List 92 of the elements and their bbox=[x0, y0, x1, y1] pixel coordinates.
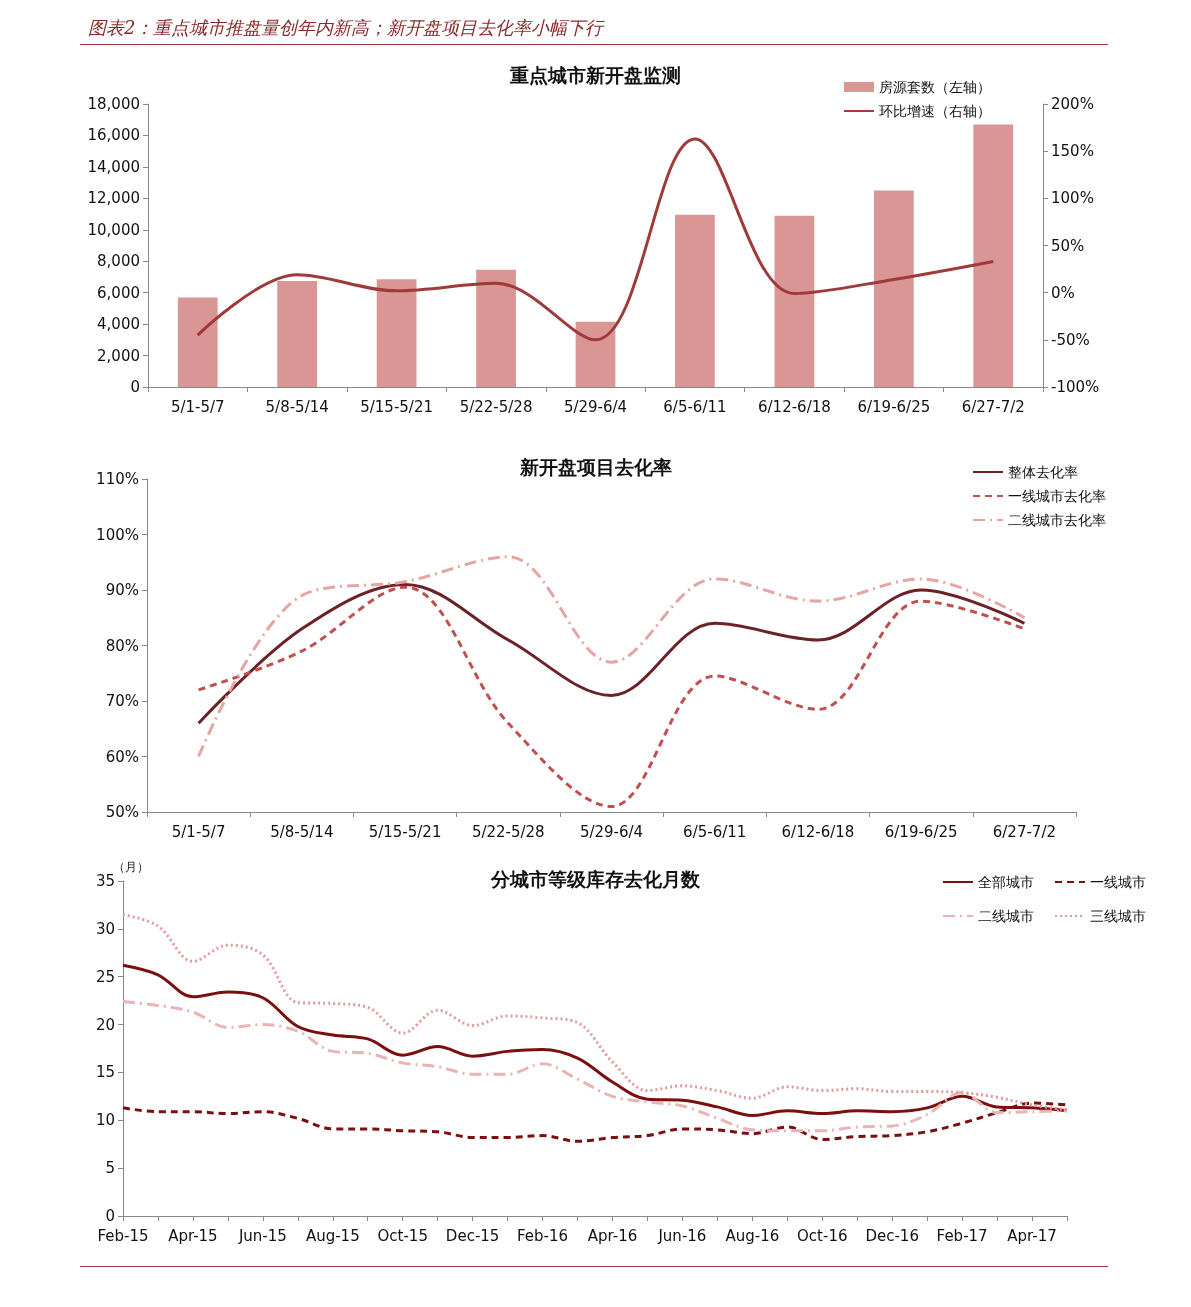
chart-title: 新开盘项目去化率 bbox=[518, 455, 672, 478]
x-tick-label: Feb-17 bbox=[936, 1226, 988, 1245]
legend-label: 环比增速（右轴） bbox=[879, 103, 991, 119]
x-tick-label: Feb-16 bbox=[517, 1226, 569, 1245]
y-tick-label: 15 bbox=[95, 1063, 115, 1082]
legend-label: 一线城市 bbox=[1090, 874, 1146, 890]
chart-title: 重点城市新开盘监测 bbox=[509, 63, 681, 86]
x-tick-label: 6/5-6/11 bbox=[683, 822, 747, 841]
bar bbox=[277, 280, 318, 387]
y-tick-label: 8,000 bbox=[97, 252, 140, 271]
legend-label: 三线城市 bbox=[1090, 908, 1146, 924]
x-tick-label: Dec-15 bbox=[445, 1226, 500, 1245]
bar bbox=[476, 269, 516, 387]
legend-label: 房源套数（左轴） bbox=[879, 79, 991, 95]
x-tick-label: 6/19-6/25 bbox=[857, 397, 931, 416]
x-tick-label: Apr-16 bbox=[587, 1226, 638, 1245]
y-tick-label: 70% bbox=[105, 692, 139, 710]
x-tick-label: Aug-16 bbox=[725, 1226, 780, 1245]
y-tick-label: 4,000 bbox=[97, 315, 140, 334]
x-tick-label: 5/22-5/28 bbox=[459, 397, 533, 416]
y-tick-label: 90% bbox=[105, 581, 139, 599]
legend-label: 二线城市 bbox=[978, 908, 1034, 924]
x-tick-label: 5/29-6/4 bbox=[579, 822, 644, 841]
y-tick-label: 2,000 bbox=[97, 346, 140, 365]
legend-label: 二线城市去化率 bbox=[1008, 512, 1106, 528]
y-tick-label: 5 bbox=[105, 1159, 115, 1178]
y-tick-label: 25 bbox=[95, 967, 115, 986]
bar bbox=[575, 321, 616, 387]
y-tick-label: 50% bbox=[105, 803, 139, 821]
y2-tick-label: 50% bbox=[1051, 236, 1085, 255]
x-tick-label: 5/15-5/21 bbox=[360, 397, 433, 416]
y2-tick-label: -50% bbox=[1051, 330, 1090, 349]
legend-label: 全部城市 bbox=[978, 874, 1034, 890]
x-tick-label: Jun-16 bbox=[657, 1226, 707, 1245]
x-tick-label: 6/27-7/2 bbox=[961, 397, 1025, 416]
x-tick-label: 5/29-6/4 bbox=[563, 397, 628, 416]
bar bbox=[675, 214, 715, 387]
text: 图表2：重点城市推盘量创年内新高；新开盘项目去化率小幅下行 bbox=[88, 16, 604, 40]
y2-tick-label: -100% bbox=[1051, 378, 1100, 396]
line-series bbox=[197, 585, 1026, 808]
y-tick-label: 14,000 bbox=[87, 157, 140, 176]
y-tick-label: 12,000 bbox=[87, 189, 140, 208]
x-tick-label: Aug-15 bbox=[305, 1226, 360, 1245]
bar bbox=[376, 279, 417, 387]
y-tick-label: 6,000 bbox=[97, 283, 140, 302]
x-tick-label: Oct-16 bbox=[797, 1226, 848, 1245]
x-tick-label: Jun-15 bbox=[237, 1226, 287, 1245]
y-tick-label: 20 bbox=[95, 1015, 115, 1034]
line-series bbox=[197, 555, 1026, 758]
y-tick-label: 80% bbox=[105, 636, 139, 655]
y2-tick-label: 0% bbox=[1051, 283, 1075, 302]
x-tick-label: 6/27-7/2 bbox=[992, 822, 1057, 841]
x-tick-label: 5/1-5/7 bbox=[171, 822, 226, 841]
y-tick-label: 10,000 bbox=[87, 220, 140, 239]
bar bbox=[973, 124, 1014, 387]
x-tick-label: 5/1-5/7 bbox=[170, 397, 225, 416]
y2-tick-label: 100% bbox=[1051, 189, 1094, 208]
y-tick-label: 16,000 bbox=[87, 126, 140, 145]
chart-title: 分城市等级库存去化月数 bbox=[490, 867, 701, 890]
bar bbox=[873, 190, 914, 387]
y-tick-label: 100% bbox=[96, 525, 139, 544]
legend-label: 整体去化率 bbox=[1008, 464, 1078, 480]
x-tick-label: 6/5-6/11 bbox=[663, 397, 727, 416]
x-tick-label: 6/12-6/18 bbox=[758, 397, 831, 416]
y-tick-label: 30 bbox=[95, 919, 115, 938]
y-tick-label: 0 bbox=[130, 378, 140, 396]
x-tick-label: Oct-15 bbox=[377, 1226, 428, 1245]
y-tick-label: 60% bbox=[105, 747, 139, 766]
x-tick-label: 6/12-6/18 bbox=[781, 822, 855, 841]
line-series bbox=[196, 137, 995, 342]
x-tick-label: 5/8-5/14 bbox=[265, 397, 329, 416]
x-tick-label: Apr-15 bbox=[168, 1226, 218, 1245]
x-tick-label: 5/22-5/28 bbox=[471, 822, 545, 841]
x-tick-label: Feb-15 bbox=[97, 1226, 149, 1245]
y-tick-label: 110% bbox=[96, 470, 139, 488]
x-tick-label: 5/15-5/21 bbox=[368, 822, 442, 841]
bar bbox=[774, 215, 815, 387]
y-tick-label: 35 bbox=[95, 872, 115, 890]
y-tick-label: 18,000 bbox=[87, 95, 140, 113]
x-tick-label: Apr-17 bbox=[1007, 1226, 1057, 1245]
y2-tick-label: 200% bbox=[1051, 95, 1094, 113]
y-axis-title: （月） bbox=[113, 860, 149, 874]
y-tick-label: 0 bbox=[105, 1207, 115, 1225]
legend-label: 一线城市去化率 bbox=[1008, 488, 1106, 504]
x-tick-label: 5/8-5/14 bbox=[270, 822, 334, 841]
bar bbox=[177, 297, 218, 387]
x-tick-label: Dec-16 bbox=[865, 1226, 919, 1245]
y-tick-label: 10 bbox=[95, 1111, 115, 1130]
x-tick-label: 6/19-6/25 bbox=[884, 822, 958, 841]
y2-tick-label: 150% bbox=[1051, 142, 1094, 161]
line-series bbox=[197, 582, 1026, 725]
line-series bbox=[121, 1000, 1069, 1133]
